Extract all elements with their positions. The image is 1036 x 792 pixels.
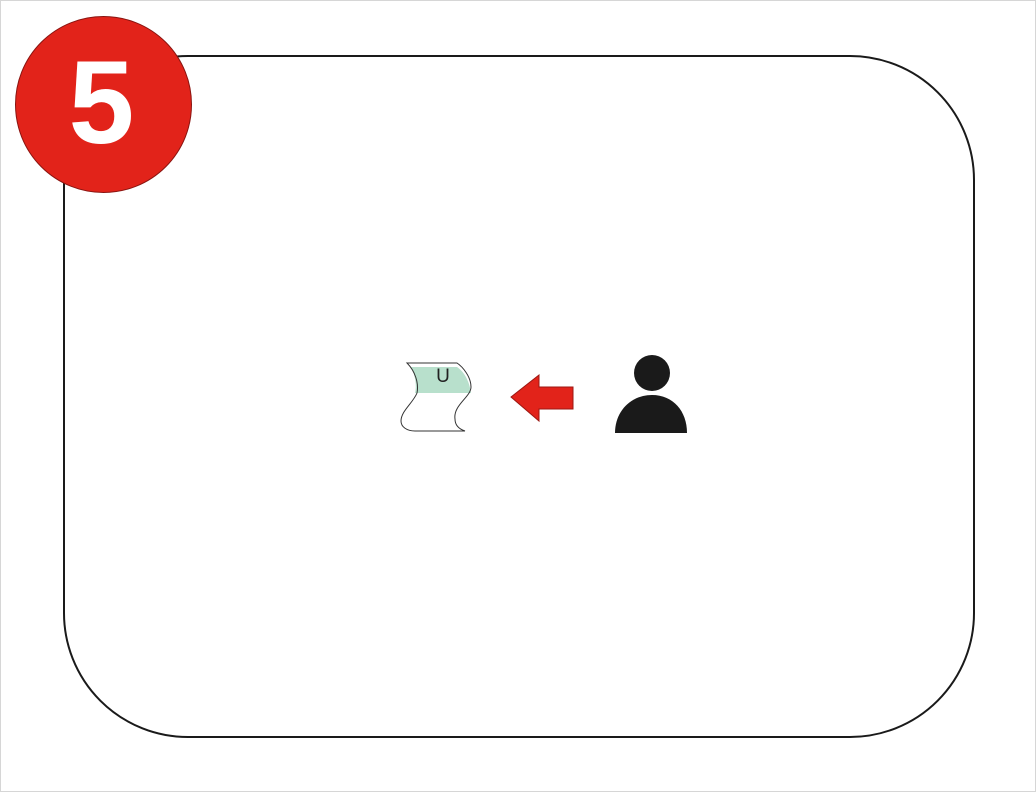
person-icon (611, 353, 691, 435)
document-icon: U (397, 359, 477, 435)
rounded-frame (63, 55, 975, 738)
step-number: 5 (68, 36, 135, 169)
step-badge: 5 (15, 16, 192, 193)
document-highlight (411, 367, 471, 393)
arrow-left-icon (509, 373, 575, 423)
document-letter: U (436, 366, 450, 387)
document-outline (400, 362, 472, 432)
